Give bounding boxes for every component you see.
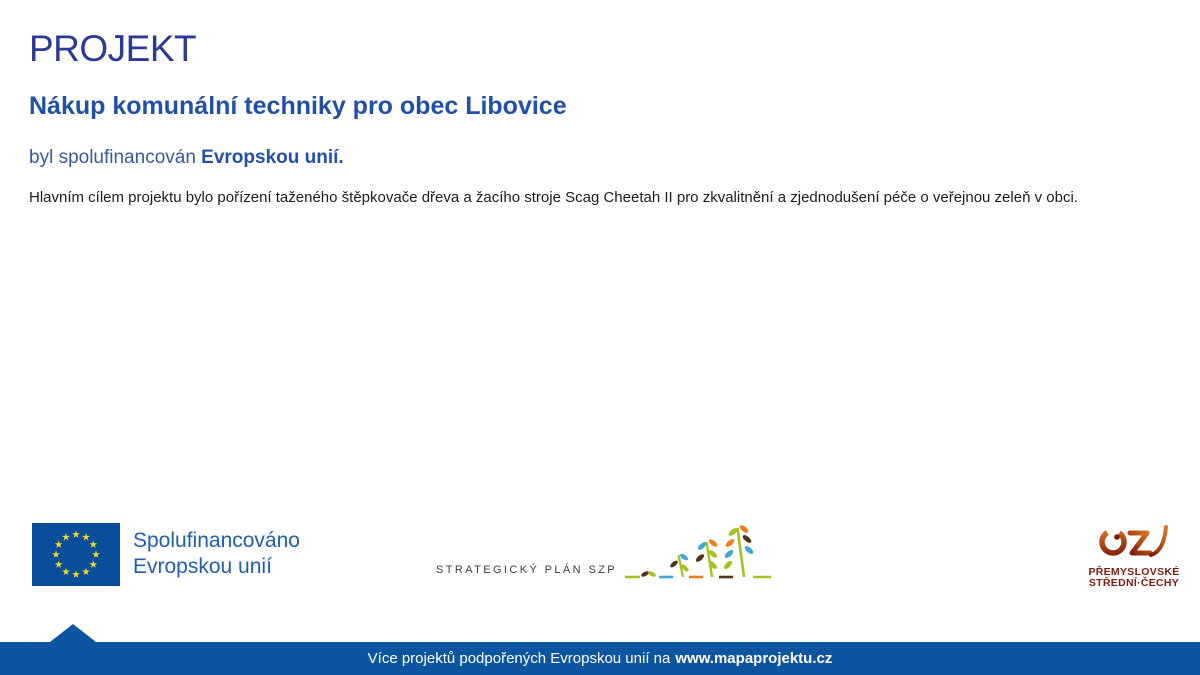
premyslovske-logo: PŘEMYSLOVSKÉ STŘEDNÍ·ČECHY — [1086, 524, 1182, 589]
growing-plants-icon — [625, 525, 772, 579]
project-description: Hlavním cílem projektu bylo pořízení taž… — [29, 189, 1078, 206]
eu-cofunded-label-line2: Evropskou unií — [133, 555, 272, 578]
premyslovske-emblem-icon — [1091, 525, 1168, 557]
eu-cofunded-label-line1: Spolufinancováno — [133, 529, 300, 552]
footer-text: Více projektů podpořených Evropskou unií… — [367, 650, 671, 667]
cofinancing-line-regular: byl spolufinancován — [29, 147, 202, 168]
cofinancing-line-bold: Evropskou unií. — [201, 147, 344, 168]
footer-arrow-icon — [50, 624, 96, 642]
szp-label: STRATEGICKÝ PLÁN SZP — [436, 564, 618, 576]
premyslovske-label-line1: PŘEMYSLOVSKÉ — [1088, 566, 1180, 578]
premyslovske-label-line2: STŘEDNÍ·ČECHY — [1088, 577, 1180, 589]
eu-cofunded-logo: Spolufinancováno Evropskou unií — [32, 523, 300, 586]
footer-link[interactable]: www.mapaprojektu.cz — [675, 650, 833, 667]
footer-bar: Více projektů podpořených Evropskou unií… — [0, 642, 1200, 675]
premyslovske-label: PŘEMYSLOVSKÉ STŘEDNÍ·ČECHY — [1086, 567, 1182, 589]
eu-flag-icon — [32, 523, 120, 586]
cofinancing-line: byl spolufinancován Evropskou unií. — [29, 147, 344, 169]
eu-cofunded-label: Spolufinancováno Evropskou unií — [133, 523, 300, 580]
project-title: Nákup komunální techniky pro obec Libovi… — [29, 92, 567, 120]
page-kicker: PROJEKT — [29, 28, 197, 69]
szp-logo: STRATEGICKÝ PLÁN SZP — [436, 520, 773, 584]
